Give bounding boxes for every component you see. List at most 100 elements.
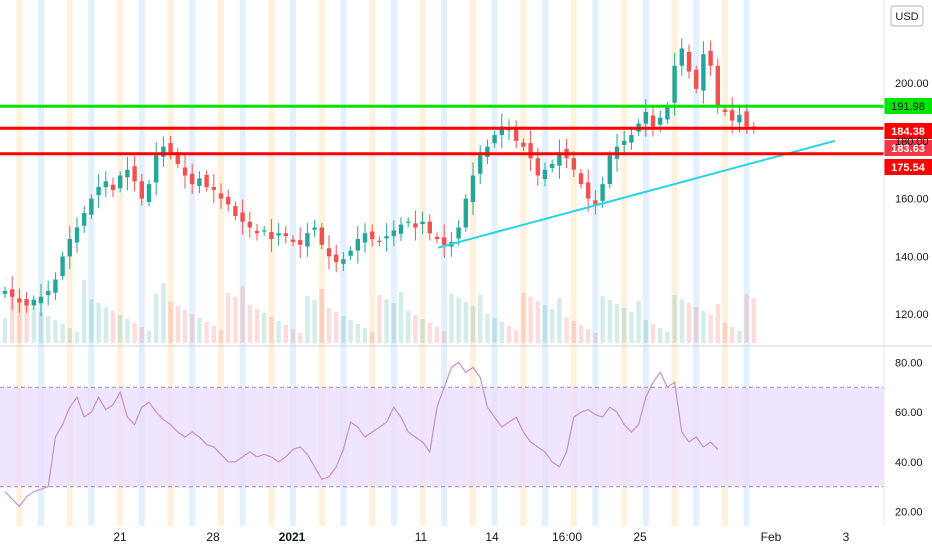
price-tick-label: 200.00 [895,78,929,90]
volume-bar [74,332,80,343]
candle-body [226,196,231,205]
candle-body [17,298,22,303]
volume-bar [550,309,555,343]
volume-bar [384,299,389,343]
price-tag-label: 183.63 [891,143,925,155]
candle-body [31,299,36,306]
volume-bar [463,302,468,343]
volume-bar [103,307,108,343]
candle-body [305,233,310,247]
volume-bar [679,299,684,343]
time-tick-label: 16:00 [552,530,582,544]
volume-bar [125,319,130,343]
volume-bar [60,324,65,343]
volume-bar [132,323,137,343]
volume-bar [348,320,353,343]
candle-body [391,230,396,237]
price-tag-label: 184.38 [891,126,925,138]
session-stripe [16,0,23,526]
volume-bar [478,295,483,343]
session-stripe [189,0,196,526]
volume-bar [658,328,663,343]
time-axis[interactable]: 21 28 2021 11 14 16:00 25 Feb 3 [113,530,849,544]
candle-body [586,182,591,199]
price-levels[interactable]: 191.98 184.38 183.63 175.54 [0,98,932,175]
trendline[interactable] [437,139,836,249]
volume-bar [506,326,512,343]
candle-body [348,250,353,256]
time-tick-label: 21 [113,530,127,544]
time-tick-label: 28 [206,530,220,544]
candle-body [571,158,576,170]
candle-body [485,146,490,158]
volume-bar [593,333,598,343]
candle-body [110,184,116,190]
volume-bar [751,298,756,343]
volume-bar [341,316,346,343]
candle-body [290,239,296,242]
candle-body [514,127,519,141]
rsi-band [0,387,884,487]
volume-bar [17,300,22,343]
volume-bar [622,308,627,343]
candle-body [2,291,8,294]
volume-bar [420,319,425,343]
volume-bar [31,308,36,343]
volume-bar [362,328,368,343]
volume-bar [449,294,454,343]
session-stripe [441,0,448,526]
session-stripe [592,0,599,526]
volume-bar [722,323,728,343]
volume-bar [370,332,375,343]
price-axis[interactable]: 120.00 140.00 160.00 180.00 200.00 [895,78,929,321]
candle-body [442,237,447,245]
candle-body [679,48,684,66]
candle-body [478,155,483,174]
session-stripe [318,0,325,526]
volume-bar [636,301,641,343]
volume-bar [470,306,476,343]
rsi-axis[interactable]: 20.00 40.00 60.00 80.00 [895,357,923,518]
candle-body [535,158,540,176]
volume-bar [377,295,382,343]
volume-bar [564,317,569,343]
candle-body [377,240,382,242]
candle-body [744,111,749,127]
time-tick-label: 11 [415,530,428,544]
volume-bar [715,304,720,343]
volume-bar [427,323,432,343]
candle-body [694,69,699,89]
candle-body [89,198,94,215]
candle-body [650,115,656,127]
candle-body [578,173,584,185]
candle-body [233,206,238,216]
currency-button[interactable]: USD [890,5,924,27]
volume-bar [2,318,8,343]
volume-bar [226,293,231,343]
volume-bar [197,318,202,343]
candle-body [665,106,670,120]
candle-body [521,142,526,147]
time-tick-label: 2021 [279,530,306,544]
candle-body [715,65,720,107]
candle-body [168,143,173,153]
volume-bar [485,314,490,343]
volume-bar [82,280,87,343]
price-tick-label: 180.00 [895,136,929,148]
candle-body [550,163,555,168]
candle-body [593,200,598,205]
session-stripe [167,0,174,526]
volume-bar [276,321,281,343]
candle-body [53,279,58,293]
candle-body [722,109,728,112]
candle-body [600,184,605,201]
session-stripe [722,0,728,526]
candle-body [557,152,562,166]
candle-body [24,299,29,306]
candle-body [204,174,209,188]
volume-bar [247,305,252,343]
volume-bar [175,306,180,343]
volume-bar [744,294,749,343]
candle-body [701,54,706,91]
volume-bar [578,325,584,343]
